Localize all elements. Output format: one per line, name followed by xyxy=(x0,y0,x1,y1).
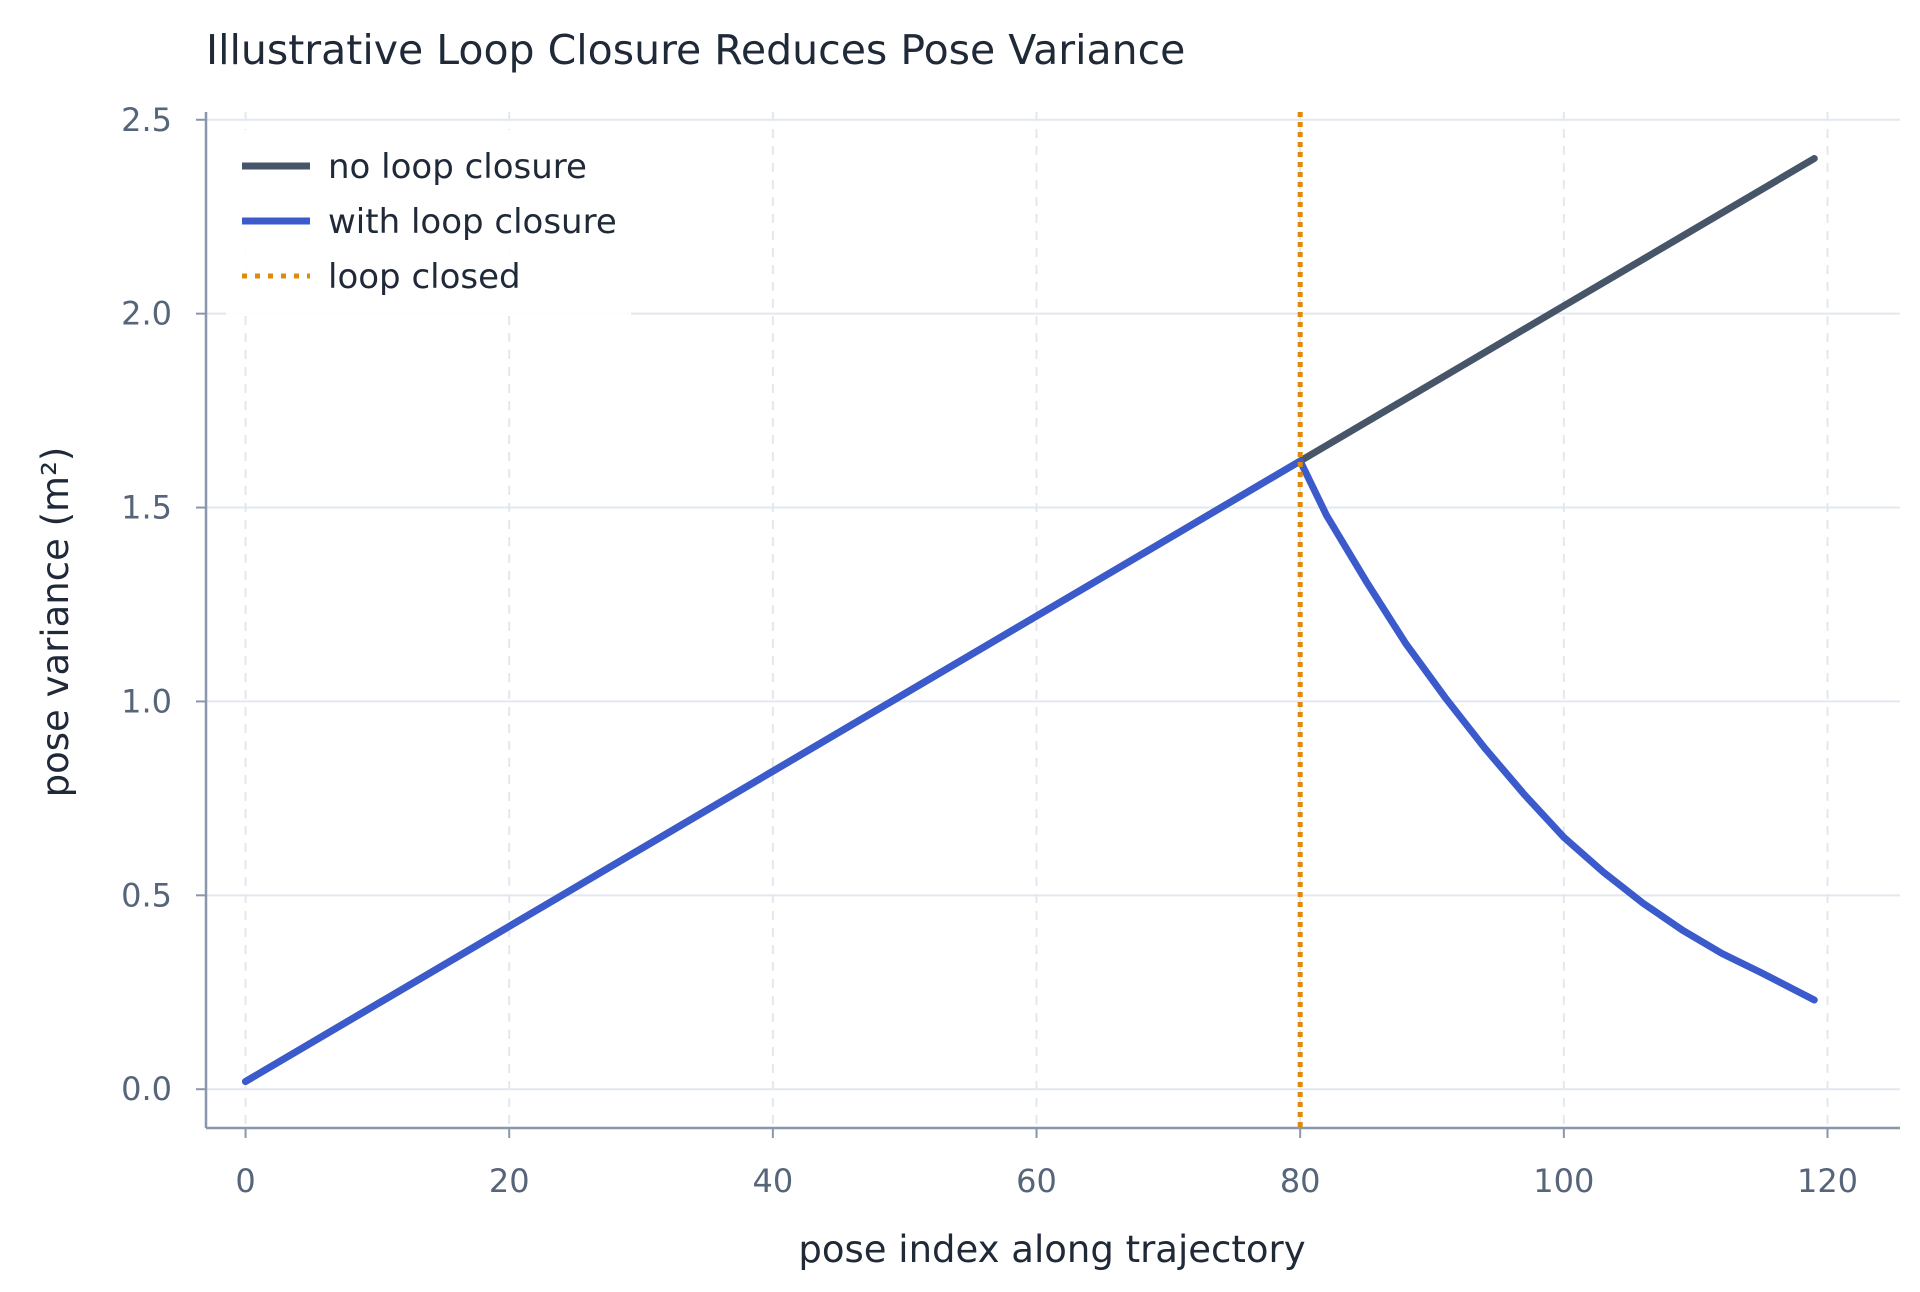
y-tick-label: 1.5 xyxy=(121,489,172,527)
gridlines xyxy=(206,112,1900,1128)
plot-area xyxy=(242,112,1818,1128)
chart-title: Illustrative Loop Closure Reduces Pose V… xyxy=(206,26,1185,74)
series-line-with-loop-closure xyxy=(242,457,1818,1085)
x-axis-label: pose index along trajectory xyxy=(798,1228,1305,1271)
x-tick-label: 20 xyxy=(489,1162,530,1200)
legend-label-loop-closed: loop closed xyxy=(328,257,521,297)
y-tick-label: 2.5 xyxy=(121,101,172,139)
y-tick-label: 1.0 xyxy=(121,682,172,720)
y-tick-label: 0.5 xyxy=(121,876,172,914)
y-tick-label: 2.0 xyxy=(121,295,172,333)
tick-marks: 0.0 0.5 1.0 1.5 2.0 2.5 0 20 40 60 80 100 120 xyxy=(121,101,1858,1200)
x-tick-label: 100 xyxy=(1533,1162,1594,1200)
legend: no loop closure with loop closure loop c… xyxy=(226,130,631,315)
x-tick-label: 0 xyxy=(235,1162,255,1200)
legend-label-with-loop-closure: with loop closure xyxy=(328,202,617,242)
axes xyxy=(204,112,1900,1130)
x-tick-label: 120 xyxy=(1797,1162,1858,1200)
x-tick-label: 80 xyxy=(1280,1162,1321,1200)
x-tick-label: 60 xyxy=(1016,1162,1057,1200)
y-tick-label: 0.0 xyxy=(121,1070,172,1108)
legend-label-no-loop-closure: no loop closure xyxy=(328,147,587,187)
x-tick-label: 40 xyxy=(753,1162,794,1200)
y-axis-label: pose variance (m²) xyxy=(34,447,77,798)
